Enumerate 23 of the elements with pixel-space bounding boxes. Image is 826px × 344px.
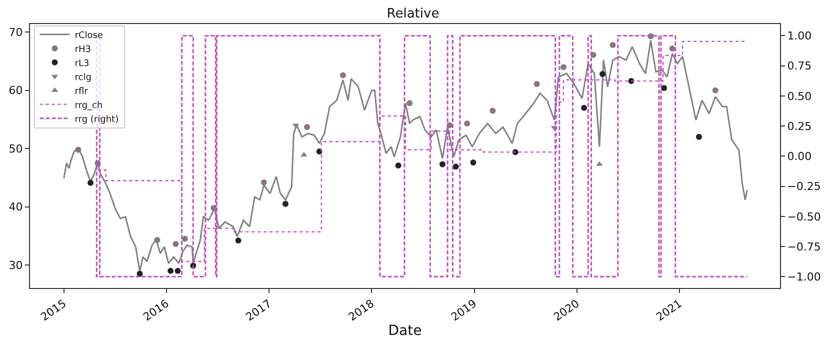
y2-tick-label: 0.25 (787, 120, 812, 133)
legend-label: rflr (74, 86, 88, 97)
y2-tick-label: −0.75 (787, 240, 821, 254)
y2-tick-label: 0.50 (787, 90, 812, 103)
legend-label: rrg_ch (74, 100, 103, 111)
y2-tick-label: 1.00 (787, 30, 812, 43)
legend-label: rClose (74, 30, 104, 41)
y-tick-label: 50 (8, 142, 23, 156)
x-axis-title: Date (388, 323, 422, 340)
legend-label: rclg (74, 72, 92, 83)
y2-tick-label: −0.25 (787, 180, 821, 194)
chart-title: Relative (386, 6, 440, 22)
legend-label: rrg (right) (74, 114, 119, 125)
legend-label: rL3 (74, 58, 90, 69)
legend-label: rH3 (74, 44, 91, 55)
y2-tick-label: −1.00 (787, 270, 821, 284)
y2-tick-label: 0.75 (787, 60, 812, 73)
y-tick-label: 40 (8, 200, 23, 214)
y2-tick-label: −0.50 (787, 210, 821, 224)
y2-tick-label: 0.00 (787, 150, 812, 164)
y-tick-label: 60 (8, 84, 23, 98)
y-tick-label: 30 (8, 258, 23, 272)
y-tick-label: 70 (8, 26, 23, 39)
